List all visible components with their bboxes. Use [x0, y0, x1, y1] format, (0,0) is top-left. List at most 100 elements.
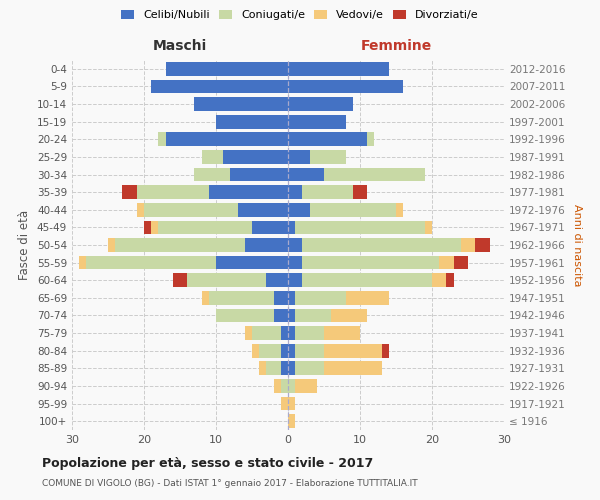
Bar — [461, 238, 475, 252]
Bar — [310, 150, 346, 164]
Bar — [86, 256, 216, 270]
Bar — [475, 238, 490, 252]
Bar — [288, 203, 310, 216]
Text: Popolazione per età, sesso e stato civile - 2017: Popolazione per età, sesso e stato civil… — [42, 458, 373, 470]
Bar — [288, 80, 403, 94]
Bar — [382, 344, 389, 358]
Bar — [288, 274, 302, 287]
Bar — [288, 396, 295, 410]
Bar — [166, 62, 288, 76]
Bar — [281, 362, 288, 375]
Bar — [425, 220, 432, 234]
Bar — [216, 308, 274, 322]
Bar — [245, 326, 252, 340]
Bar — [331, 308, 367, 322]
Bar — [252, 220, 288, 234]
Bar — [252, 326, 281, 340]
Bar — [274, 291, 288, 304]
Bar — [288, 362, 295, 375]
Bar — [137, 203, 144, 216]
Bar — [446, 274, 454, 287]
Text: COMUNE DI VIGOLO (BG) - Dati ISTAT 1° gennaio 2017 - Elaborazione TUTTITALIA.IT: COMUNE DI VIGOLO (BG) - Dati ISTAT 1° ge… — [42, 479, 418, 488]
Bar — [202, 150, 223, 164]
Bar — [238, 203, 288, 216]
Bar — [288, 97, 353, 111]
Bar — [324, 362, 382, 375]
Bar — [230, 168, 288, 181]
Y-axis label: Fasce di età: Fasce di età — [19, 210, 31, 280]
Bar — [367, 132, 374, 146]
Bar — [115, 238, 245, 252]
Bar — [295, 220, 425, 234]
Bar — [288, 150, 310, 164]
Bar — [396, 203, 403, 216]
Bar — [281, 326, 288, 340]
Bar — [353, 186, 367, 199]
Bar — [288, 379, 295, 393]
Bar — [288, 291, 295, 304]
Bar — [302, 256, 439, 270]
Bar — [288, 344, 295, 358]
Bar — [216, 256, 288, 270]
Bar — [310, 203, 396, 216]
Bar — [259, 362, 266, 375]
Bar — [209, 291, 274, 304]
Bar — [288, 326, 295, 340]
Bar — [209, 186, 288, 199]
Bar — [288, 186, 302, 199]
Bar — [302, 238, 461, 252]
Bar — [302, 186, 353, 199]
Bar — [144, 220, 151, 234]
Bar — [252, 344, 259, 358]
Bar — [223, 150, 288, 164]
Bar — [288, 115, 346, 128]
Bar — [108, 238, 115, 252]
Bar — [194, 168, 230, 181]
Bar — [288, 132, 367, 146]
Bar — [216, 115, 288, 128]
Bar — [288, 256, 302, 270]
Bar — [245, 238, 288, 252]
Text: Femmine: Femmine — [361, 38, 431, 52]
Bar — [324, 168, 425, 181]
Bar — [324, 344, 382, 358]
Bar — [166, 132, 288, 146]
Bar — [295, 291, 346, 304]
Bar — [439, 256, 454, 270]
Bar — [288, 62, 389, 76]
Bar — [324, 326, 360, 340]
Bar — [79, 256, 86, 270]
Bar — [295, 344, 324, 358]
Bar — [281, 344, 288, 358]
Bar — [432, 274, 446, 287]
Bar — [259, 344, 281, 358]
Bar — [173, 274, 187, 287]
Bar — [346, 291, 389, 304]
Bar — [202, 291, 209, 304]
Y-axis label: Anni di nascita: Anni di nascita — [572, 204, 582, 286]
Bar — [144, 203, 238, 216]
Bar — [194, 97, 288, 111]
Bar — [266, 362, 281, 375]
Bar — [288, 220, 295, 234]
Bar — [295, 362, 324, 375]
Bar — [151, 220, 158, 234]
Bar — [151, 80, 288, 94]
Bar — [288, 168, 324, 181]
Legend: Celibi/Nubili, Coniugati/e, Vedovi/e, Divorziati/e: Celibi/Nubili, Coniugati/e, Vedovi/e, Di… — [117, 6, 483, 25]
Bar — [122, 186, 137, 199]
Bar — [274, 379, 281, 393]
Bar — [288, 238, 302, 252]
Bar — [274, 308, 288, 322]
Bar — [454, 256, 468, 270]
Bar — [295, 326, 324, 340]
Bar — [288, 414, 295, 428]
Bar — [187, 274, 266, 287]
Bar — [288, 308, 295, 322]
Bar — [295, 379, 317, 393]
Bar — [158, 132, 166, 146]
Bar — [281, 396, 288, 410]
Bar — [281, 379, 288, 393]
Text: Maschi: Maschi — [153, 38, 207, 52]
Bar — [295, 308, 331, 322]
